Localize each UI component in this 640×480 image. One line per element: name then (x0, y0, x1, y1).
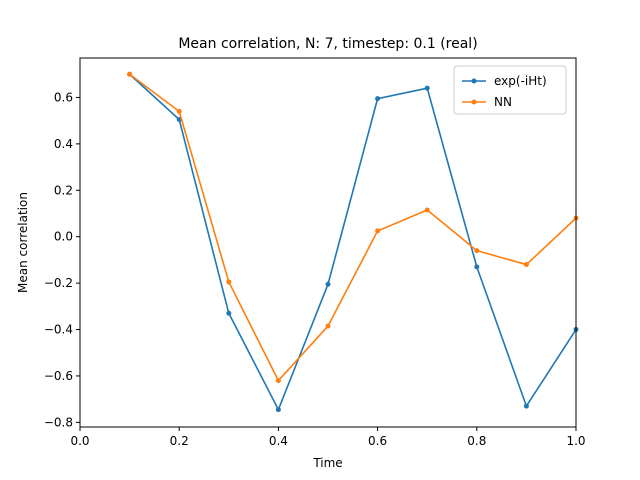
x-tick-label: 1.0 (566, 434, 585, 448)
y-tick-label: 0.6 (54, 90, 73, 104)
plot-frame (79, 57, 577, 428)
data-point-exp-iht (523, 403, 529, 409)
data-point-nn (424, 207, 430, 213)
plot-content (127, 71, 579, 413)
legend-marker-nn (471, 99, 477, 105)
chart-title: Mean correlation, N: 7, timestep: 0.1 (r… (178, 36, 477, 52)
legend-label-exp-iht: exp(-iHt) (494, 74, 547, 88)
legend-marker-exp-iht (471, 78, 477, 84)
x-tick-label: 0.6 (368, 434, 387, 448)
y-tick-label: 0.4 (54, 137, 73, 151)
x-tick-label: 0.4 (269, 434, 288, 448)
legend: exp(-iHt) NN (453, 65, 567, 115)
y-axis: −0.8 −0.6 −0.4 −0.2 0.0 0.2 0.4 0.6 (44, 90, 80, 429)
data-point-exp-iht (325, 281, 331, 287)
y-tick-label: −0.6 (44, 369, 73, 383)
data-point-exp-iht (424, 85, 430, 91)
data-point-nn (275, 378, 281, 384)
data-point-nn (226, 279, 232, 285)
data-point-nn (325, 323, 331, 329)
y-axis-label: Mean correlation (16, 192, 30, 293)
data-point-exp-iht (375, 96, 381, 102)
y-tick-label: −0.4 (44, 323, 73, 337)
data-point-nn (474, 248, 480, 254)
data-point-nn (176, 108, 182, 114)
data-point-exp-iht (226, 310, 232, 316)
y-tick-label: 0.0 (54, 230, 73, 244)
x-axis-label: Time (312, 456, 342, 470)
x-tick-label: 0.8 (467, 434, 486, 448)
series-line-exp-iht (129, 73, 577, 411)
data-point-exp-iht (275, 407, 281, 413)
data-point-nn (523, 262, 529, 268)
data-point-nn (127, 71, 133, 77)
data-point-nn (375, 228, 381, 234)
y-tick-label: −0.2 (44, 276, 73, 290)
y-tick-label: −0.8 (44, 415, 73, 429)
x-axis: 0.0 0.2 0.4 0.6 0.8 1.0 (70, 427, 586, 448)
x-tick-label: 0.2 (170, 434, 189, 448)
series-line-nn (129, 73, 577, 382)
y-tick-label: 0.2 (54, 183, 73, 197)
data-point-exp-iht (474, 264, 480, 270)
legend-label-nn: NN (494, 95, 512, 109)
x-tick-label: 0.0 (70, 434, 89, 448)
